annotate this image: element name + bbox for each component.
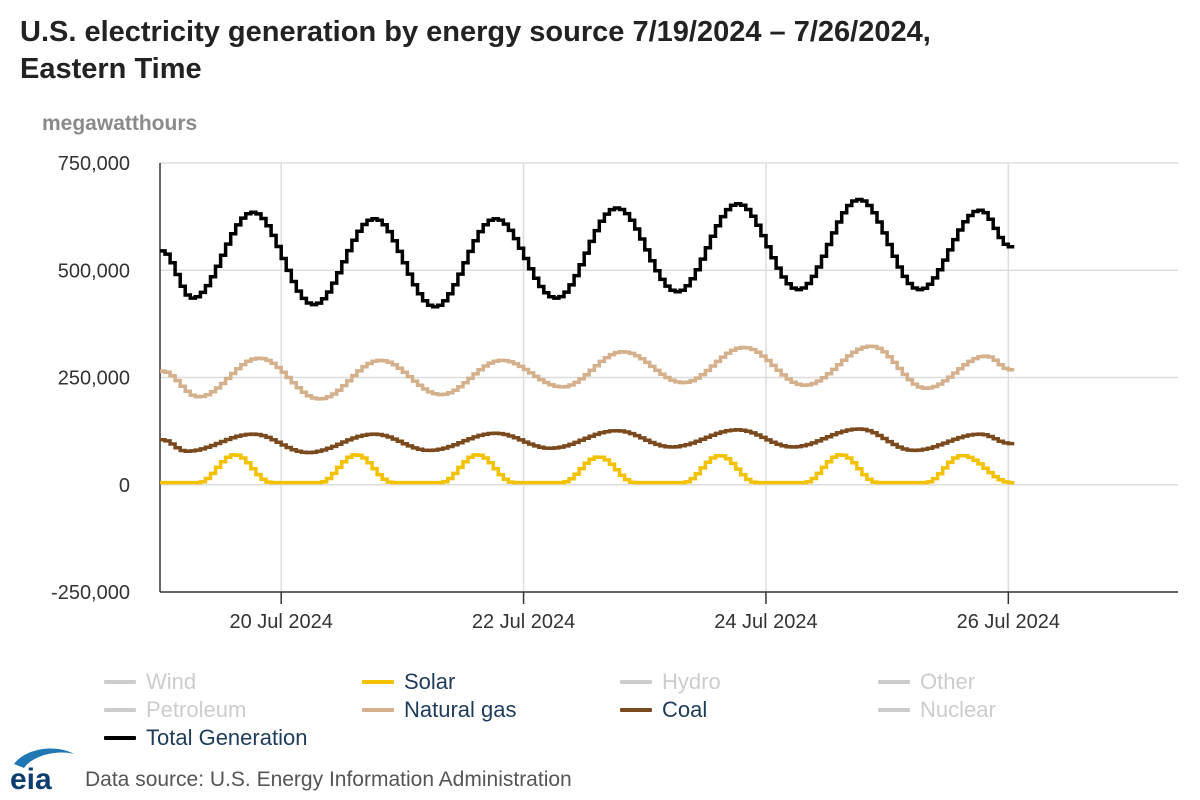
legend-label-coal: Coal — [662, 697, 708, 722]
legend-label-hydro: Hydro — [662, 669, 721, 694]
legend-swatch-total-generation — [104, 736, 136, 740]
legend-label-solar: Solar — [404, 669, 456, 694]
eia-logo: eia — [10, 748, 74, 794]
series-solar — [160, 453, 1015, 485]
series-coal — [160, 427, 1015, 455]
y-tick-label: -250,000 — [51, 582, 130, 604]
legend-swatch-other — [878, 680, 910, 684]
legend-swatch-nuclear — [878, 708, 910, 712]
x-tick-label: 22 Jul 2024 — [472, 611, 575, 633]
series-total-generation — [160, 197, 1015, 309]
series-natural-gas — [160, 344, 1015, 401]
y-axis-unit-label: megawatthours — [42, 112, 198, 135]
legend-item-total-generation[interactable]: Total Generation — [104, 725, 307, 751]
eia-logo-swoosh — [14, 748, 74, 768]
legend-item-coal[interactable]: Coal — [620, 697, 707, 723]
legend-swatch-natural-gas — [362, 708, 394, 712]
legend-label-wind: Wind — [146, 669, 197, 694]
legend-item-petroleum[interactable]: Petroleum — [104, 697, 246, 723]
x-tick-label: 24 Jul 2024 — [714, 611, 817, 633]
legend-label-petroleum: Petroleum — [146, 697, 247, 722]
legend-label-other: Other — [920, 669, 976, 694]
legend-item-nuclear[interactable]: Nuclear — [878, 697, 996, 723]
y-tick-label: 750,000 — [58, 153, 130, 175]
chart-title-line-1: U.S. electricity generation by energy so… — [20, 16, 931, 48]
chart-plot: -250,000 0 250,000 500,000 750,000 20 Jul 202… — [51, 153, 1178, 633]
legend-swatch-solar — [362, 680, 394, 684]
x-tick-label: 26 Jul 2024 — [957, 611, 1060, 633]
eia-logo-text: eia — [10, 763, 52, 794]
legend-swatch-petroleum — [104, 708, 136, 712]
legend-item-solar[interactable]: Solar — [362, 669, 455, 695]
legend-item-hydro[interactable]: Hydro — [620, 669, 721, 695]
legend-swatch-coal — [620, 708, 652, 712]
legend-label-total-generation: Total Generation — [146, 725, 308, 750]
y-tick-label: 0 — [119, 475, 130, 497]
legend-swatch-hydro — [620, 680, 652, 684]
chart-title-line-2: Eastern Time — [20, 53, 202, 85]
chart-title: U.S. electricity generation by energy so… — [20, 14, 1120, 88]
legend-label-natural-gas: Natural gas — [404, 697, 517, 722]
data-source: Data source: U.S. Energy Information Adm… — [85, 768, 572, 791]
legend-item-wind[interactable]: Wind — [104, 669, 196, 695]
legend-label-nuclear: Nuclear — [920, 697, 996, 722]
legend-swatch-wind — [104, 680, 136, 684]
y-tick-label: 250,000 — [58, 368, 130, 390]
legend-item-other[interactable]: Other — [878, 669, 975, 695]
legend-item-natural-gas[interactable]: Natural gas — [362, 697, 517, 723]
x-tick-label: 20 Jul 2024 — [229, 611, 332, 633]
y-tick-label: 500,000 — [58, 260, 130, 282]
